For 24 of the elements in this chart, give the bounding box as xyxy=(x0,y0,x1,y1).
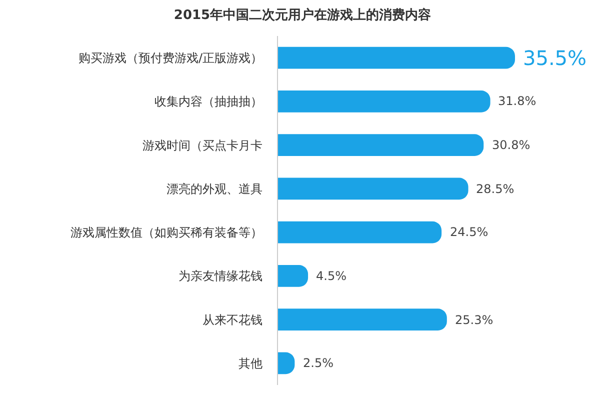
y-tick-label: 为亲友情缘花钱 xyxy=(178,269,263,284)
chart-title: 2015年中国二次元用户在游戏上的消费内容 xyxy=(174,6,432,23)
data-label: 30.8% xyxy=(492,138,530,152)
bar xyxy=(278,46,515,69)
data-label: 31.8% xyxy=(498,94,536,108)
y-tick-label: 购买游戏（预付费游戏/正版游戏） xyxy=(78,51,263,66)
bar xyxy=(278,178,468,200)
data-label: 28.5% xyxy=(476,182,514,196)
bar xyxy=(278,134,484,156)
data-label: 4.5% xyxy=(316,269,346,283)
bar xyxy=(278,265,308,287)
data-label: 35.5% xyxy=(523,46,587,70)
data-label: 24.5% xyxy=(450,225,488,239)
bar xyxy=(278,90,490,112)
bar xyxy=(278,308,447,330)
y-tick-label: 游戏属性数值（如购买稀有装备等） xyxy=(70,226,263,240)
y-tick-label: 漂亮的外观、道具 xyxy=(166,182,263,196)
bar xyxy=(278,221,442,244)
y-tick-label: 其他 xyxy=(238,356,263,370)
data-label: 2.5% xyxy=(303,356,334,370)
y-tick-label: 游戏时间（买点卡月卡 xyxy=(142,138,263,152)
data-label: 25.3% xyxy=(455,313,494,327)
y-tick-label: 收集内容（抽抽抽） xyxy=(154,94,263,109)
y-tick-label: 从来不花钱 xyxy=(202,312,263,327)
